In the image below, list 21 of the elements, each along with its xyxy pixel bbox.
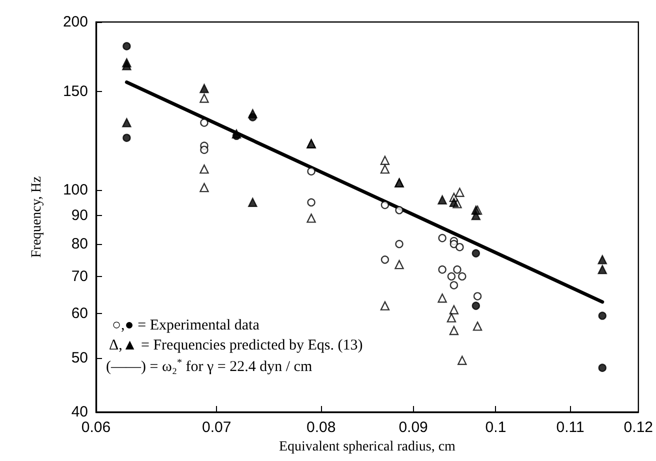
x-tick-label: 0.1 (485, 419, 506, 436)
y-tick-label: 150 (62, 83, 88, 100)
y-tick-label: 40 (71, 404, 88, 420)
y-tick-label: 200 (62, 14, 88, 30)
y-tick-label: 50 (71, 349, 88, 366)
x-tick-label: 0.07 (202, 419, 232, 436)
x-tick-label: 0.09 (398, 419, 428, 436)
y-tick-label: 90 (71, 206, 88, 224)
y-tick-label: 100 (62, 181, 88, 198)
y-tick-label: 70 (71, 268, 88, 285)
annotation: ○,● = Experimental data (112, 318, 260, 334)
x-tick-label: 0.11 (556, 419, 584, 436)
x-axis-title: Equivalent spherical radius, cm (278, 439, 456, 454)
y-tick-label: 60 (71, 305, 88, 322)
y-tick-label: 80 (71, 236, 88, 253)
x-tick-label: 0.12 (624, 419, 654, 436)
y-axis-title: Frequency, Hz (30, 176, 44, 258)
x-tick-label: 0.08 (306, 419, 336, 436)
annotation: Δ,▲ = Frequencies predicted by Eqs. (13) (109, 338, 363, 354)
x-tick-label: 0.06 (81, 419, 111, 436)
annotation: (——) = ω₂* for γ = 22.4 dyn / cm (106, 358, 312, 375)
